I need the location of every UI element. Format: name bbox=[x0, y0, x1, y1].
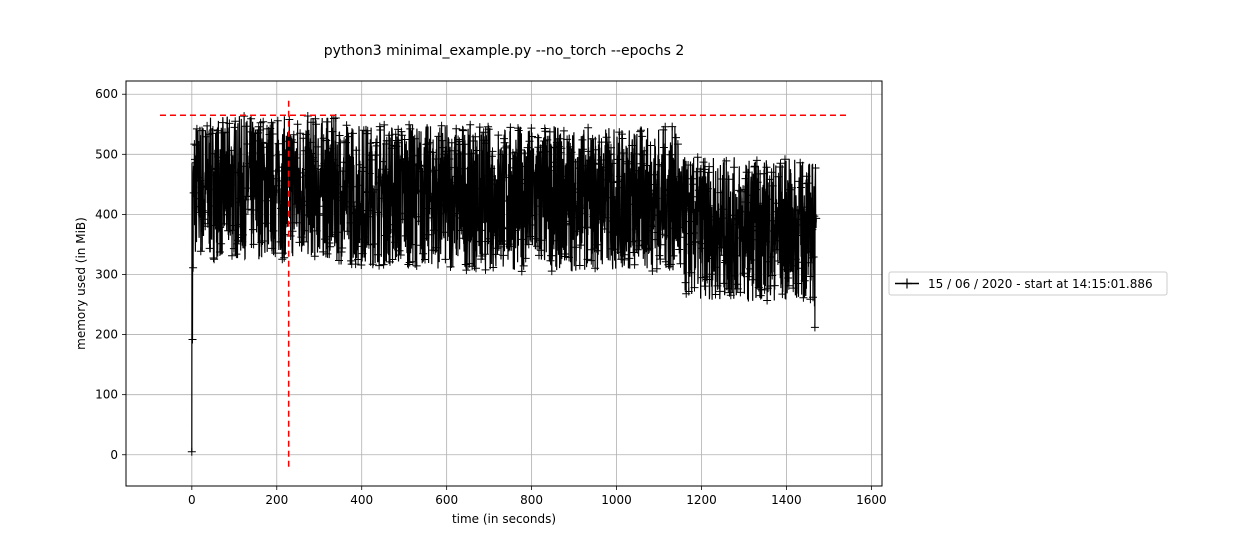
plot-frame bbox=[125, 80, 883, 487]
legend-entry: 15 / 06 / 2020 - start at 14:15:01.886 bbox=[928, 277, 1153, 291]
y-tick-label: 400 bbox=[95, 207, 118, 221]
y-tick-label: 300 bbox=[95, 267, 118, 281]
x-tick-label: 600 bbox=[435, 493, 458, 507]
y-tick-label: 0 bbox=[110, 448, 118, 462]
x-tick-label: 200 bbox=[265, 493, 288, 507]
x-tick-label: 400 bbox=[350, 493, 373, 507]
memory-trace-markers bbox=[187, 112, 821, 456]
series-layer bbox=[187, 112, 821, 456]
x-axis-label: time (in seconds) bbox=[452, 512, 556, 526]
chart-title: python3 minimal_example.py --no_torch --… bbox=[324, 43, 685, 59]
x-tick-label: 800 bbox=[520, 493, 543, 507]
y-tick-label: 100 bbox=[95, 388, 118, 402]
y-tick-label: 600 bbox=[95, 87, 118, 101]
x-tick-label: 1400 bbox=[771, 493, 802, 507]
y-axis-label: memory used (in MiB) bbox=[74, 217, 88, 350]
axis-ticks: 0 200 400 600 800 1000 1200 1400 1600 0 100 200 300 4… bbox=[95, 87, 887, 507]
y-tick-label: 500 bbox=[95, 147, 118, 161]
legend: 15 / 06 / 2020 - start at 14:15:01.886 bbox=[888, 271, 1168, 296]
x-tick-label: 1600 bbox=[856, 493, 887, 507]
legend-marker-plus bbox=[902, 278, 912, 289]
x-tick-label: 1000 bbox=[601, 493, 632, 507]
y-tick-label: 200 bbox=[95, 328, 118, 342]
x-tick-label: 1200 bbox=[686, 493, 717, 507]
reference-lines bbox=[159, 97, 849, 467]
x-tick-label: 0 bbox=[188, 493, 196, 507]
legend-box bbox=[888, 271, 1168, 296]
